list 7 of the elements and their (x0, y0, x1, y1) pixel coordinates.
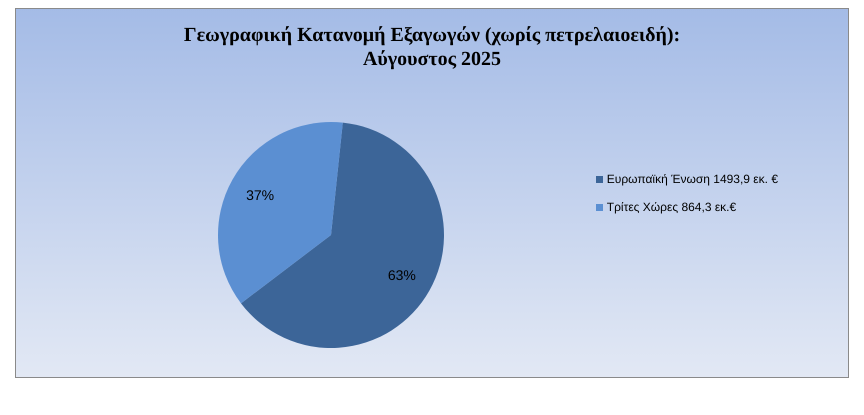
pie-slice (218, 122, 343, 304)
pie-slice (240, 122, 444, 348)
data-label: 37% (246, 187, 274, 204)
legend-label: Ευρωπαϊκή Ένωση 1493,9 εκ. € (606, 172, 778, 186)
chart-title: Γεωγραφική Κατανομή Εξαγωγών (χωρίς πετρελαιοειδή): Αύγουστος 2025 (182, 23, 682, 71)
data-label: 63% (388, 266, 416, 283)
legend-label: Τρίτες Χώρες 864,3 εκ.€ (606, 200, 736, 214)
